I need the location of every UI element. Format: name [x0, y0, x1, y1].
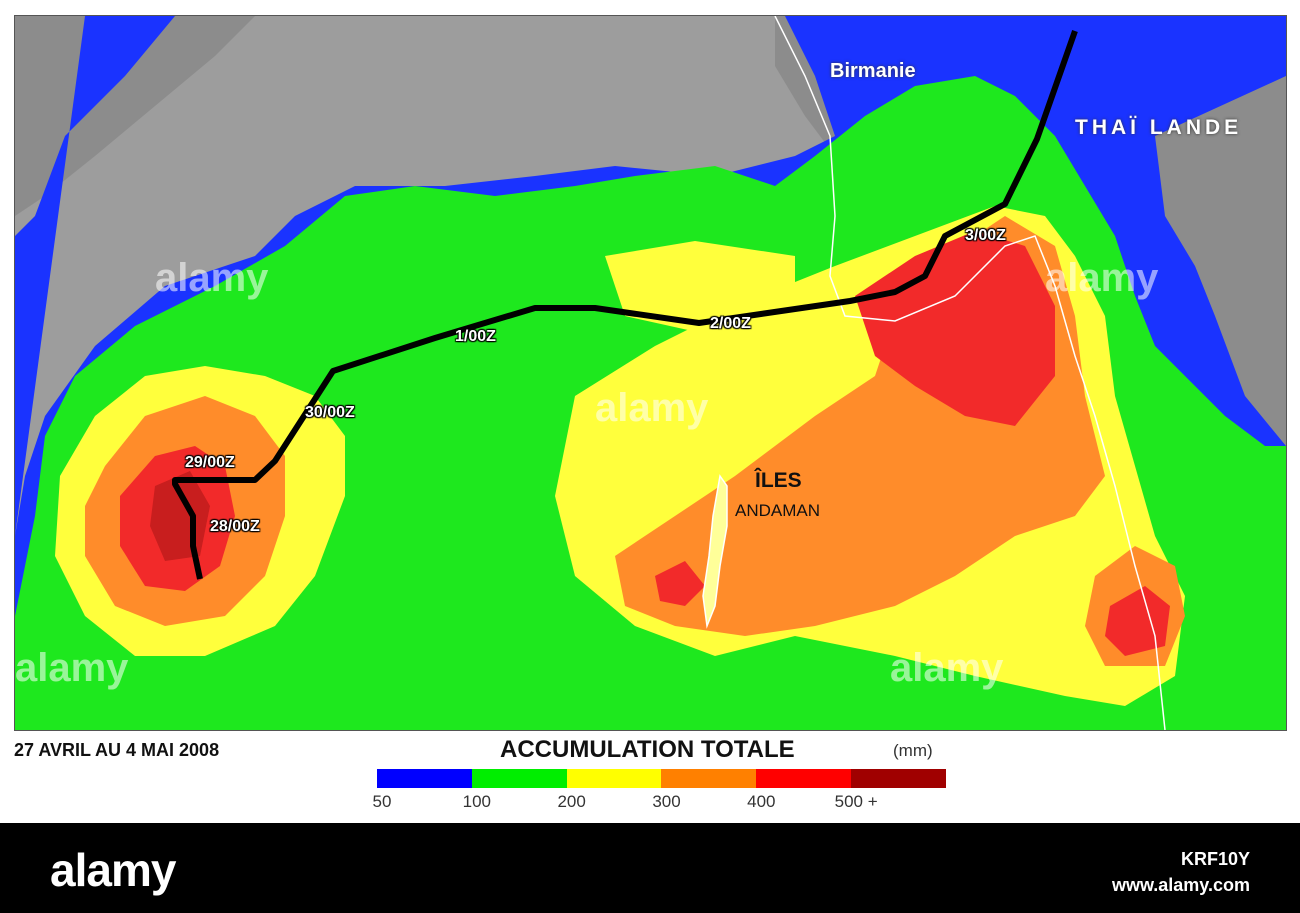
legend-swatch — [661, 769, 757, 788]
legend-color-bar — [377, 769, 946, 788]
date-range: 27 AVRIL AU 4 MAI 2008 — [14, 740, 220, 760]
place-label-thailande: THAÏ LANDE — [1075, 116, 1243, 139]
legend-tick-label: 400 — [747, 792, 776, 811]
alamy-logo: alamy — [50, 844, 176, 896]
legend-unit: (mm) — [893, 741, 933, 760]
watermark: alamy — [1045, 256, 1159, 300]
rain-yellow-3 — [605, 241, 795, 336]
track-label-2: 2/00Z — [710, 315, 751, 332]
legend-swatch — [851, 769, 946, 788]
map-svg — [15, 16, 1286, 730]
watermark: alamy — [15, 646, 129, 690]
rain-red-2 — [855, 231, 1055, 426]
land-india — [15, 16, 255, 216]
rain-red-3 — [1105, 586, 1170, 656]
legend-swatch — [471, 769, 567, 788]
legend-swatch — [756, 769, 852, 788]
legend-tick-label: 100 — [462, 792, 492, 811]
storm-track — [172, 30, 1078, 580]
legend-swatch — [566, 769, 662, 788]
track-label-30: 30/00Z — [305, 404, 355, 421]
legend-tick-label: 200 — [557, 792, 586, 811]
watermark: alamy — [890, 646, 1004, 690]
legend-tick-label: 50 — [372, 792, 392, 811]
rainfall-map: alamy alamy alamy alamy alamy Birmanie T… — [14, 15, 1287, 731]
track-label-3: 3/00Z — [965, 227, 1006, 244]
place-label-iles: ÎLES — [755, 469, 802, 492]
track-label-1: 1/00Z — [455, 328, 496, 345]
place-label-birmanie: Birmanie — [830, 60, 916, 82]
site-url: www.alamy.com — [1111, 875, 1250, 895]
footer-bar: alamy KRF10Y www.alamy.com — [0, 823, 1300, 913]
legend-swatch — [377, 769, 472, 788]
image-id: KRF10Y — [1180, 849, 1250, 869]
track-label-28: 28/00Z — [210, 518, 260, 535]
legend-ticks: 50 100 200 300 400 500 + — [0, 792, 1300, 816]
legend-tick-label: 300 — [652, 792, 681, 811]
legend-tick-label: 500 + — [834, 792, 878, 811]
watermark: alamy — [155, 256, 269, 300]
coastline — [774, 16, 1166, 730]
andaman-islands — [702, 474, 728, 629]
watermark: alamy — [595, 386, 709, 430]
legend-title: ACCUMULATION TOTALE — [500, 736, 795, 763]
track-label-29: 29/00Z — [185, 454, 235, 471]
rain-red-4 — [655, 561, 705, 606]
place-label-andaman: ANDAMAN — [735, 501, 821, 520]
